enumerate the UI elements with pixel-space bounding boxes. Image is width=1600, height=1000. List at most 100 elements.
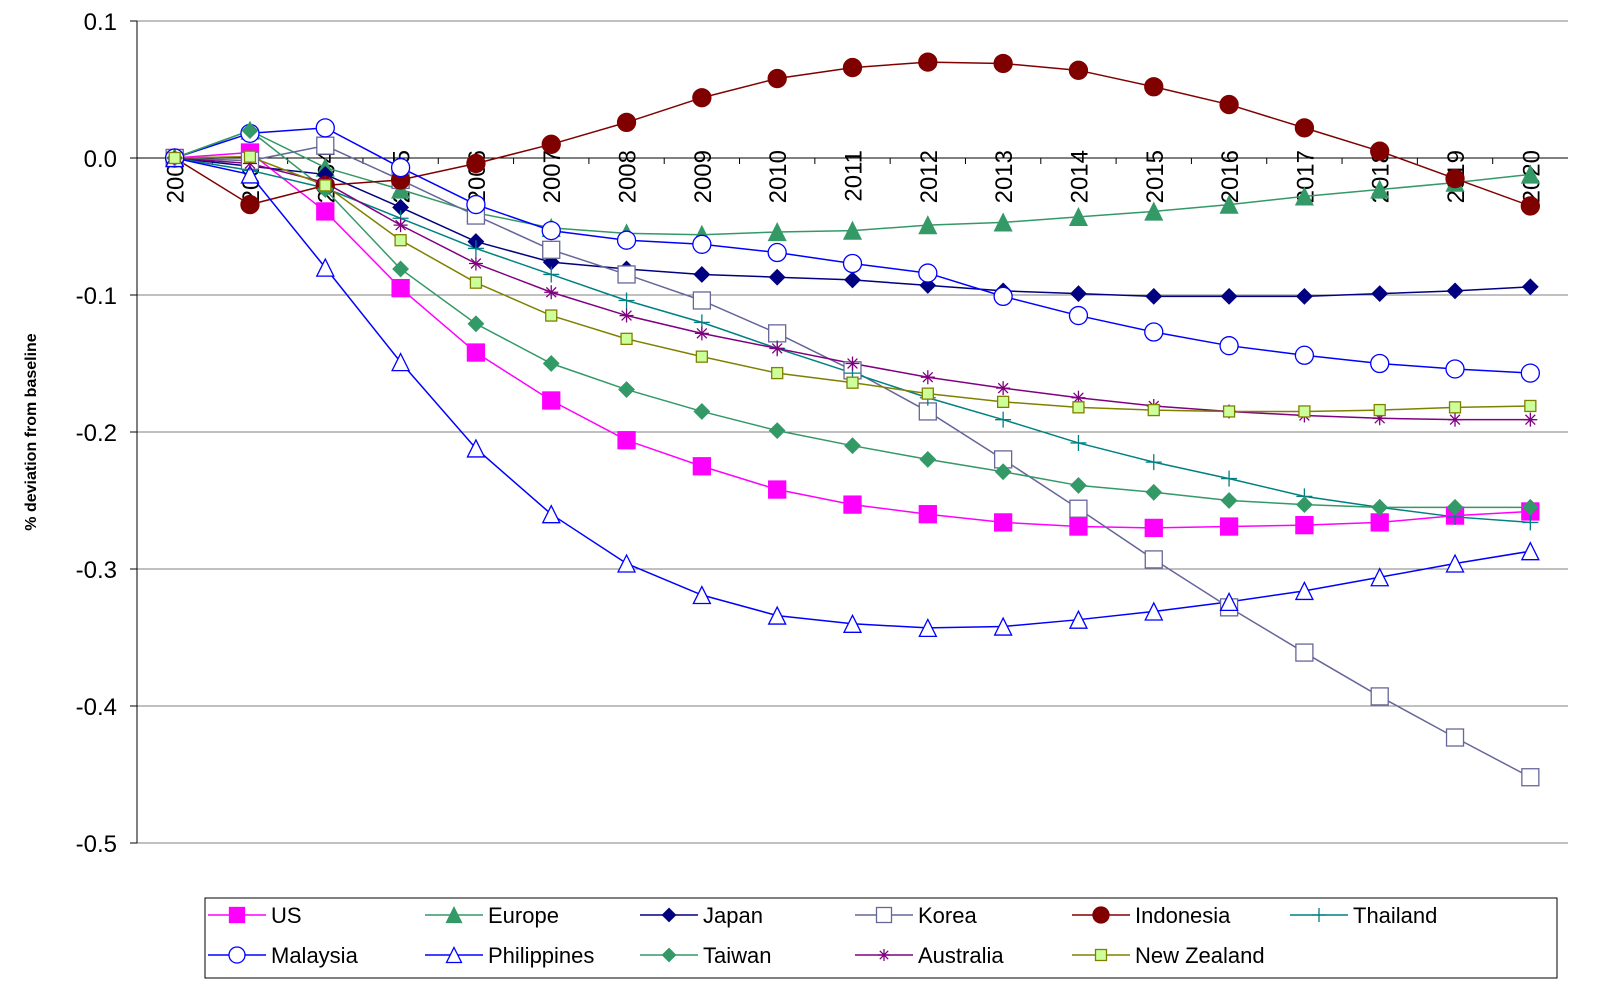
data-point — [240, 194, 260, 215]
data-point — [1294, 186, 1314, 206]
data-point — [1370, 353, 1390, 374]
legend-label: Europe — [488, 903, 559, 928]
data-point — [1219, 591, 1239, 612]
data-point — [993, 212, 1013, 232]
data-point — [1294, 118, 1315, 138]
legend-label: Philippines — [488, 943, 594, 968]
data-point — [918, 505, 937, 524]
legend-marker — [445, 906, 463, 924]
data-point — [843, 495, 862, 514]
data-point — [541, 504, 561, 524]
data-point — [541, 134, 561, 154]
data-point — [1219, 517, 1239, 536]
data-point — [1145, 454, 1162, 471]
data-point — [241, 122, 259, 140]
y-tick-label: 0.1 — [84, 9, 117, 36]
data-point — [1219, 336, 1239, 356]
legend-label: Korea — [918, 903, 977, 928]
data-point — [1448, 401, 1462, 414]
data-point — [1520, 541, 1540, 561]
data-point — [842, 220, 863, 240]
data-point — [394, 234, 407, 247]
x-tick-label: 2012 — [916, 150, 943, 203]
data-point — [1448, 412, 1463, 427]
data-point — [771, 366, 784, 380]
legend-marker — [445, 946, 463, 964]
data-point — [1221, 470, 1238, 487]
x-tick-label: 2009 — [690, 150, 717, 203]
data-point — [316, 202, 335, 221]
data-point — [1446, 498, 1464, 516]
data-point — [1370, 687, 1389, 706]
data-point — [842, 613, 863, 633]
data-point — [1144, 201, 1164, 221]
data-point — [996, 395, 1010, 409]
data-point — [319, 179, 332, 192]
x-tick-label: 2011 — [841, 150, 868, 202]
legend-marker — [661, 907, 677, 923]
legend-label: Thailand — [1353, 903, 1437, 928]
data-point — [466, 194, 486, 215]
data-point — [467, 315, 485, 333]
data-point — [391, 352, 411, 372]
data-point — [466, 153, 486, 174]
data-point — [1523, 412, 1538, 427]
data-point — [243, 150, 257, 163]
data-point — [1072, 401, 1085, 414]
data-point — [1070, 477, 1087, 494]
data-point — [618, 381, 635, 398]
data-point — [316, 136, 335, 155]
legend-marker — [1092, 906, 1110, 924]
data-point — [1522, 514, 1539, 531]
data-point — [767, 242, 787, 263]
data-point — [692, 234, 712, 254]
data-point — [768, 324, 787, 343]
data-point — [1445, 553, 1465, 573]
data-point — [466, 438, 486, 458]
data-point — [392, 260, 410, 278]
data-point — [620, 332, 633, 345]
data-point — [1370, 567, 1390, 587]
data-point — [1220, 492, 1238, 509]
data-point — [1068, 60, 1089, 80]
data-point — [315, 257, 335, 277]
data-point — [1219, 194, 1239, 214]
legend-label: US — [271, 903, 302, 928]
data-point — [1370, 513, 1389, 532]
data-point — [1145, 287, 1163, 305]
y-tick-label: -0.2 — [76, 420, 117, 447]
legend-label: Taiwan — [703, 943, 771, 968]
y-tick-label: -0.1 — [76, 283, 117, 310]
data-point — [616, 112, 637, 133]
data-point — [1144, 601, 1164, 621]
data-point — [1144, 77, 1164, 97]
data-point — [544, 285, 559, 300]
data-point — [468, 256, 483, 271]
legend-label: Indonesia — [1135, 903, 1231, 928]
data-point — [996, 381, 1011, 396]
data-point — [542, 355, 560, 372]
legend-marker — [228, 906, 246, 924]
data-point — [1144, 518, 1163, 538]
series-line — [174, 144, 1531, 778]
data-point — [993, 286, 1013, 307]
data-point — [391, 278, 410, 298]
data-point — [618, 292, 635, 309]
data-point — [541, 220, 561, 241]
data-point — [918, 215, 938, 235]
data-point — [1144, 550, 1163, 569]
data-point — [542, 240, 561, 259]
data-point — [918, 263, 938, 283]
data-point — [1520, 196, 1540, 216]
data-point — [617, 431, 636, 450]
data-point — [1521, 278, 1539, 296]
data-point — [846, 376, 859, 389]
legend-marker — [878, 949, 890, 961]
data-point — [617, 265, 636, 284]
data-point — [842, 253, 863, 274]
data-point — [315, 118, 335, 138]
data-point — [616, 230, 637, 250]
data-point — [1219, 94, 1239, 115]
x-tick-label: 2010 — [765, 150, 792, 203]
